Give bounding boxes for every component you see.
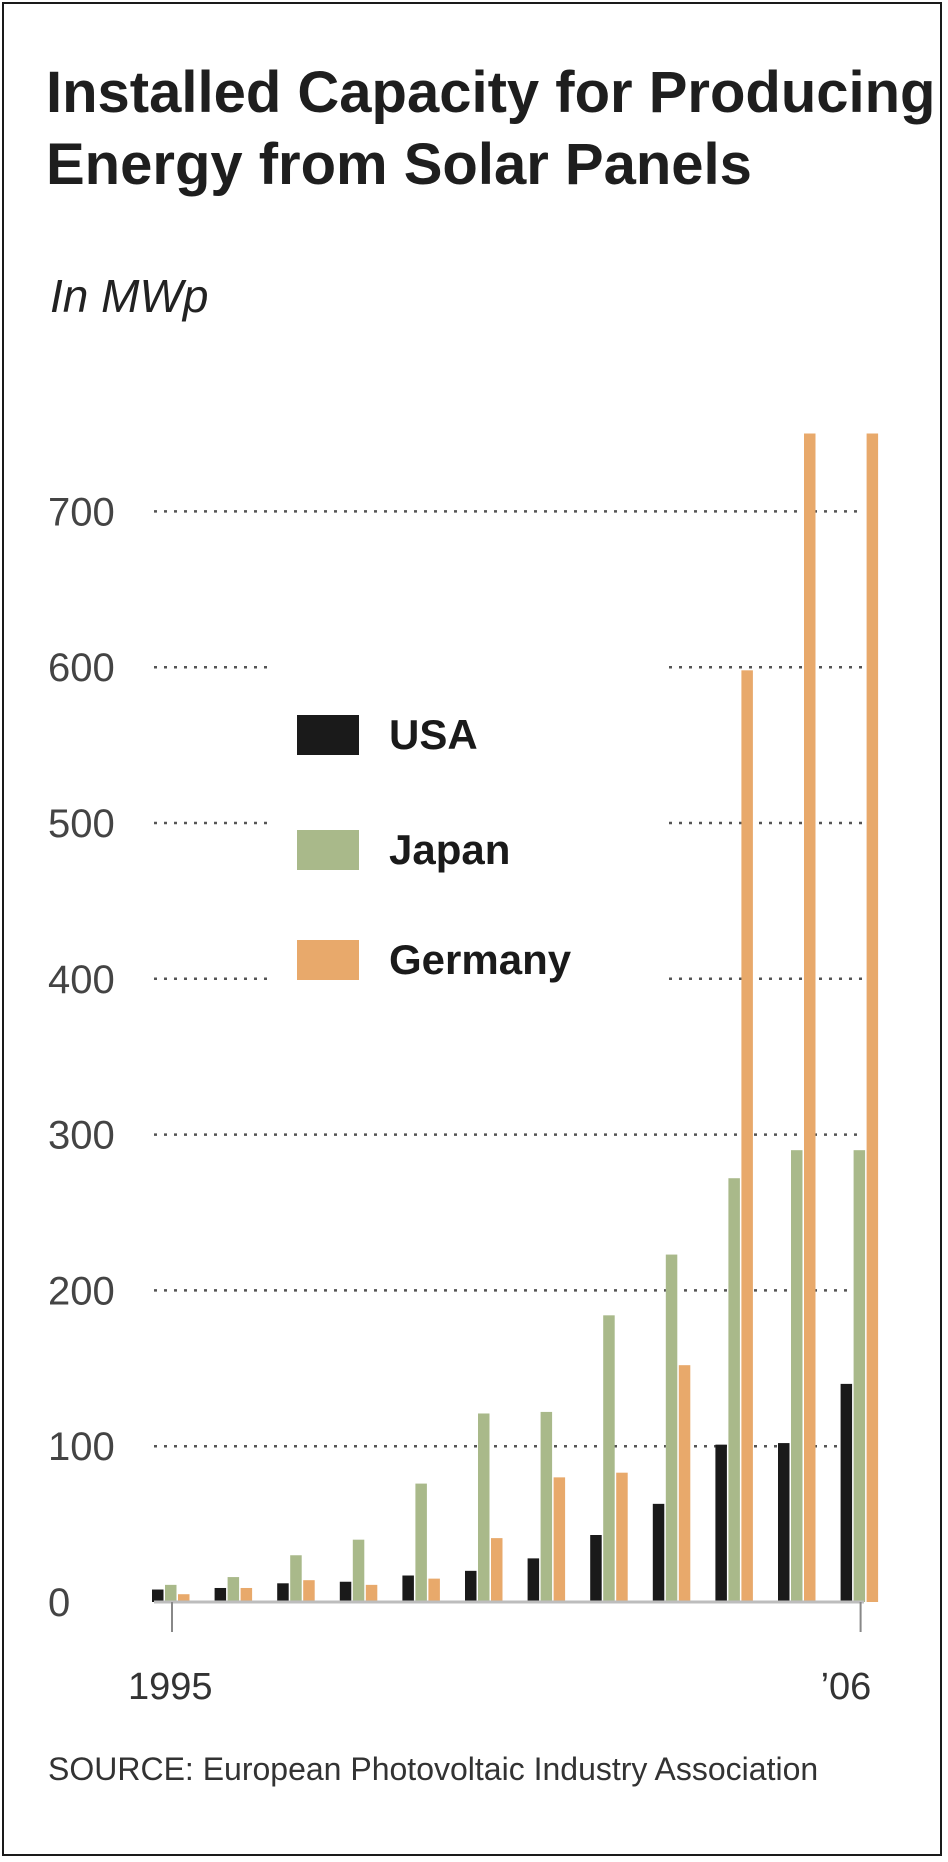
y-tick-label: 0 <box>48 1581 70 1625</box>
bar-usa-2004 <box>715 1444 727 1602</box>
bar-germany-2004 <box>741 670 753 1602</box>
y-tick-label: 100 <box>48 1425 115 1469</box>
bar-germany-2006 <box>866 433 879 1602</box>
bar-usa-1997 <box>277 1583 289 1602</box>
bar-usa-2002 <box>590 1535 602 1602</box>
bar-usa-1995 <box>152 1589 164 1602</box>
legend-label-japan: Japan <box>389 826 510 873</box>
bar-japan-1998 <box>352 1539 365 1602</box>
bar-usa-2003 <box>652 1503 665 1602</box>
bar-usa-2006 <box>840 1383 853 1602</box>
legend-label-usa: USA <box>389 711 478 758</box>
legend-label-germany: Germany <box>389 936 572 983</box>
x-tick-label-last: ’06 <box>821 1666 872 1708</box>
y-tick-label: 300 <box>48 1114 115 1158</box>
bar-japan-2005 <box>791 1150 803 1602</box>
y-axis: 0 100 200 300 400 500 600 700 <box>48 490 115 1625</box>
bar-germany-2001 <box>553 1477 566 1602</box>
bars-layer <box>152 433 879 1602</box>
bar-germany-1997 <box>303 1580 315 1602</box>
chart-subtitle: In MWp <box>50 270 208 322</box>
bar-japan-1996 <box>227 1577 240 1602</box>
bar-germany-1999 <box>428 1578 440 1602</box>
bar-japan-2000 <box>478 1413 490 1602</box>
legend-swatch-japan <box>297 830 359 870</box>
chart-svg: Installed Capacity for Producing Energy … <box>46 60 935 1787</box>
bar-usa-2000 <box>465 1570 477 1602</box>
y-tick-label: 700 <box>48 490 115 534</box>
source-note: SOURCE: European Photovoltaic Industry A… <box>48 1751 818 1787</box>
y-tick-label: 500 <box>48 802 115 846</box>
y-tick-label: 200 <box>48 1269 115 1313</box>
bar-japan-2002 <box>603 1315 615 1602</box>
bar-japan-1999 <box>415 1483 427 1602</box>
x-tick-label-first: 1995 <box>128 1666 213 1708</box>
bar-germany-2003 <box>678 1365 691 1602</box>
bar-germany-2000 <box>491 1538 503 1602</box>
y-tick-label: 400 <box>48 958 115 1002</box>
bar-japan-2001 <box>540 1411 553 1602</box>
bar-japan-1997 <box>290 1555 302 1602</box>
chart-title-line2: Energy from Solar Panels <box>46 132 752 197</box>
bar-usa-2005 <box>778 1443 790 1602</box>
bar-usa-1999 <box>402 1575 414 1602</box>
bar-usa-2001 <box>527 1558 540 1602</box>
bar-germany-1995 <box>178 1594 190 1602</box>
bar-germany-2002 <box>616 1472 628 1602</box>
legend-swatch-usa <box>297 715 359 755</box>
chart-title-line1: Installed Capacity for Producing <box>46 60 935 125</box>
bar-germany-2005 <box>804 433 816 1602</box>
bar-japan-2004 <box>728 1178 740 1602</box>
bar-germany-1996 <box>240 1587 253 1602</box>
bar-germany-1998 <box>365 1584 378 1602</box>
bar-japan-2006 <box>853 1150 866 1602</box>
y-tick-label: 600 <box>48 646 115 690</box>
legend-swatch-germany <box>297 940 359 980</box>
bar-japan-1995 <box>165 1584 177 1602</box>
bar-usa-1998 <box>339 1581 352 1602</box>
bar-usa-1996 <box>214 1587 227 1602</box>
legend: USA Japan Germany <box>297 711 572 983</box>
bar-japan-2003 <box>665 1254 678 1602</box>
x-axis: 1995 ’06 <box>128 1600 872 1708</box>
